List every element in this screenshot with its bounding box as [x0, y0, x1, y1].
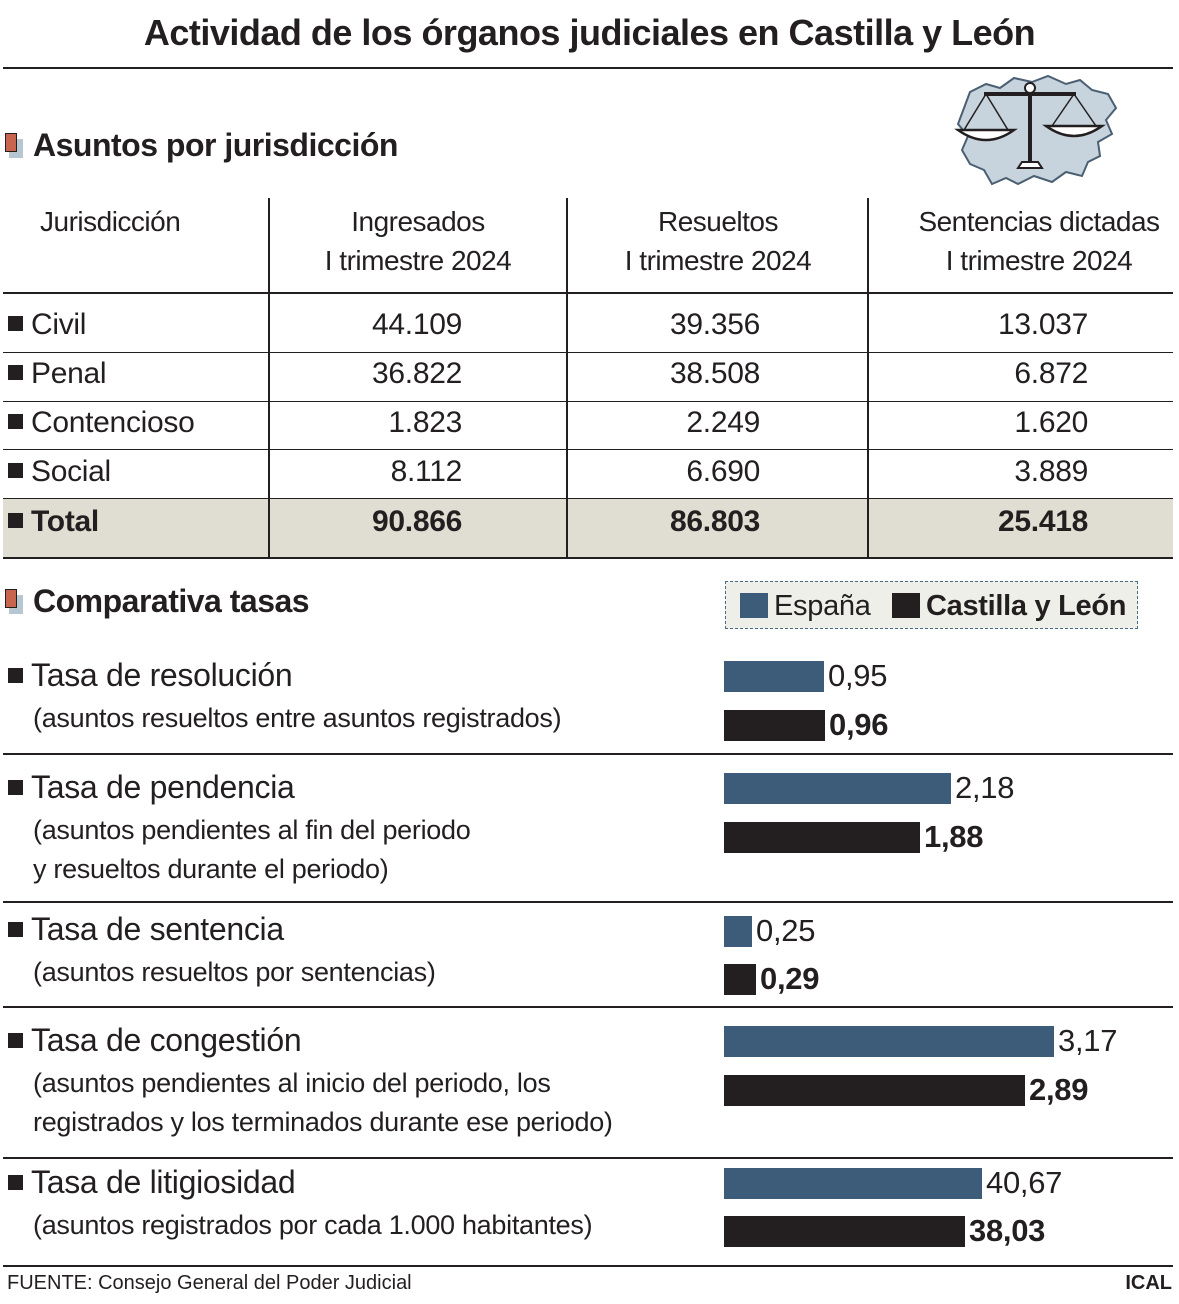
cell-value-total: 86.803 — [670, 505, 760, 538]
bullet-icon — [8, 1175, 23, 1190]
bar-espana — [724, 1026, 1054, 1057]
bar-cyl — [724, 1075, 1025, 1106]
row-label-penal: Penal — [8, 357, 107, 391]
row-divider — [3, 498, 1173, 500]
bullet-icon — [8, 414, 23, 429]
bar-label-espana: 2,18 — [955, 770, 1015, 805]
title-divider — [3, 67, 1173, 69]
bar-espana — [724, 1168, 982, 1199]
total-row-background — [3, 499, 1173, 557]
section-title-asuntos: Asuntos por jurisdicción — [33, 127, 398, 163]
bullet-icon — [8, 365, 23, 380]
cell-value: 2.249 — [686, 406, 760, 439]
bar-espana — [724, 661, 824, 692]
rate-subtitle: (asuntos registrados por cada 1.000 habi… — [33, 1210, 593, 1240]
bar-cyl — [724, 1216, 965, 1247]
row-divider — [3, 352, 1173, 354]
bar-label-espana: 40,67 — [986, 1165, 1063, 1200]
brand-label: ICAL — [1125, 1272, 1172, 1294]
cell-value: 8.112 — [390, 455, 463, 488]
cell-value: 13.037 — [998, 308, 1088, 341]
cell-value: 39.356 — [670, 308, 760, 341]
rate-title: Tasa de sentencia — [8, 911, 284, 948]
section-title-tasas: Comparativa tasas — [33, 583, 310, 619]
bar-label-cyl: 38,03 — [969, 1213, 1046, 1248]
col-divider — [268, 198, 270, 558]
cell-value: 6.872 — [1014, 357, 1088, 390]
bar-cyl — [724, 964, 756, 995]
rate-title: Tasa de pendencia — [8, 769, 295, 806]
rate-divider — [3, 901, 1173, 903]
bullet-icon — [8, 316, 23, 331]
rate-title: Tasa de resolución — [8, 657, 293, 694]
cell-value-total: 90.866 — [372, 505, 462, 538]
header-ingresados: Ingresados I trimestre 2024 — [324, 206, 512, 276]
cell-value: 6.690 — [686, 455, 760, 488]
col-divider — [867, 198, 869, 558]
rate-divider — [3, 753, 1173, 755]
footer-divider — [3, 1265, 1173, 1267]
cell-value: 38.508 — [670, 357, 760, 390]
bullet-icon — [8, 668, 23, 683]
bar-label-cyl: 1,88 — [924, 819, 984, 854]
legend-swatch-espana — [740, 593, 768, 618]
row-label-civil: Civil — [8, 308, 86, 342]
row-divider — [3, 292, 1173, 294]
bullet-icon — [8, 463, 23, 478]
row-divider — [3, 557, 1173, 559]
chart-legend: España Castilla y León — [725, 581, 1138, 629]
page-title: Actividad de los órganos judiciales en C… — [143, 12, 1036, 53]
rate-subtitle: (asuntos resueltos entre asuntos registr… — [33, 703, 562, 733]
legend-entry-cyl: Castilla y León — [892, 590, 1126, 623]
row-divider — [3, 401, 1173, 403]
bar-label-cyl: 0,29 — [760, 961, 820, 996]
header-resueltos: Resueltos I trimestre 2024 — [624, 206, 812, 276]
rate-subtitle: (asuntos pendientes al fin del periodo y … — [33, 815, 471, 884]
scales-of-justice-on-map-icon — [954, 74, 1118, 186]
cell-value: 1.620 — [1014, 406, 1088, 439]
rate-title: Tasa de litigiosidad — [8, 1164, 296, 1201]
bar-label-espana: 0,95 — [828, 658, 888, 693]
bullet-icon — [8, 922, 23, 937]
bar-label-espana: 0,25 — [756, 913, 816, 948]
legend-swatch-cyl — [892, 593, 920, 618]
rate-subtitle: (asuntos pendientes al inicio del period… — [33, 1068, 613, 1137]
cell-value: 36.822 — [372, 357, 462, 390]
rate-divider — [3, 1006, 1173, 1008]
row-divider — [3, 449, 1173, 451]
source-note: FUENTE: Consejo General del Poder Judici… — [7, 1272, 412, 1294]
bullet-icon — [8, 780, 23, 795]
rate-subtitle: (asuntos resueltos por sentencias) — [33, 957, 436, 987]
bullet-icon — [8, 513, 23, 528]
bar-espana — [724, 916, 752, 947]
bar-label-espana: 3,17 — [1058, 1023, 1118, 1058]
cell-value: 44.109 — [372, 308, 462, 341]
section-marker-icon — [5, 133, 23, 158]
cell-value: 3.889 — [1014, 455, 1088, 488]
header-sentencias: Sentencias dictadas I trimestre 2024 — [918, 206, 1160, 276]
header-jurisdiccion: Jurisdicción — [40, 206, 181, 237]
cell-value-total: 25.418 — [998, 505, 1088, 538]
bar-cyl — [724, 822, 920, 853]
row-label-contencioso: Contencioso — [8, 406, 195, 440]
section-marker-icon — [5, 589, 23, 614]
bar-label-cyl: 2,89 — [1029, 1072, 1089, 1107]
legend-entry-espana: España — [740, 590, 871, 623]
bar-espana — [724, 773, 951, 804]
rate-divider — [3, 1157, 1173, 1159]
bar-cyl — [724, 710, 825, 741]
row-label-social: Social — [8, 455, 111, 489]
cell-value: 1.823 — [388, 406, 462, 439]
rate-title: Tasa de congestión — [8, 1022, 302, 1059]
bullet-icon — [8, 1033, 23, 1048]
col-divider — [566, 198, 568, 558]
row-label-total: Total — [8, 505, 99, 539]
bar-label-cyl: 0,96 — [829, 707, 889, 742]
